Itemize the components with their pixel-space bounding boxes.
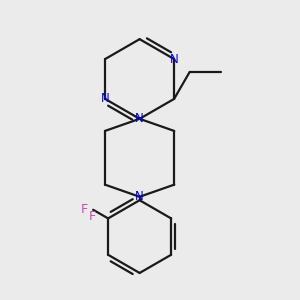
Text: N: N (135, 190, 144, 203)
Text: N: N (101, 92, 110, 105)
Text: F: F (81, 203, 88, 216)
Text: N: N (135, 112, 144, 125)
Text: N: N (170, 52, 178, 66)
Text: F: F (89, 210, 96, 223)
